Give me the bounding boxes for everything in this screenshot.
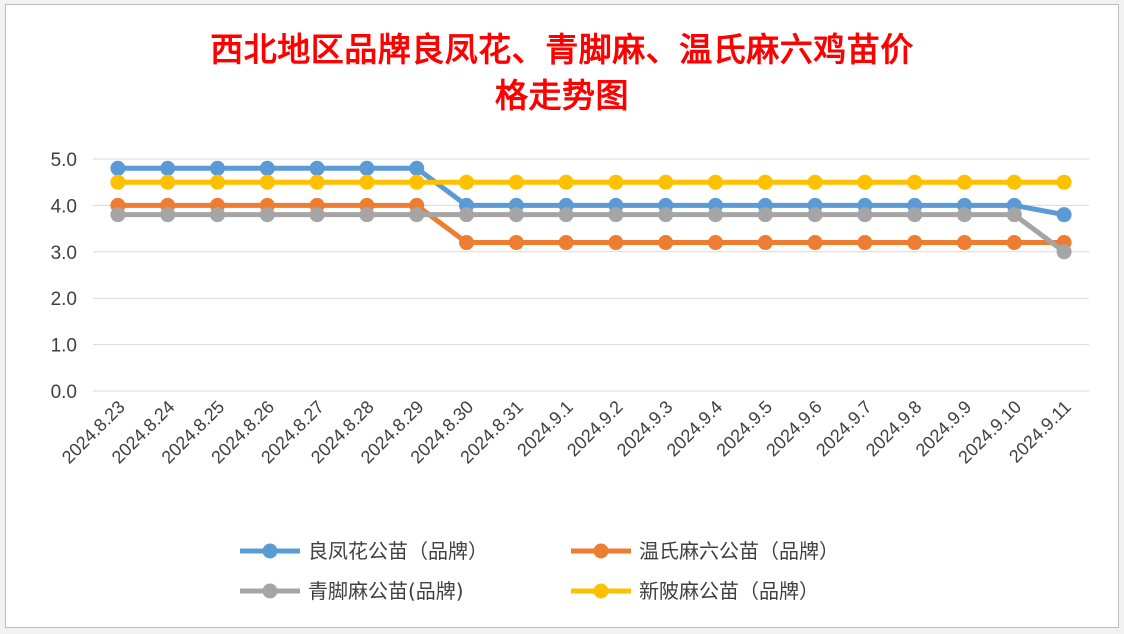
data-point <box>857 174 873 190</box>
data-point <box>409 174 425 190</box>
data-point <box>558 207 574 223</box>
legend-label: 温氏麻六公苗（品牌） <box>639 539 839 563</box>
data-point <box>807 235 823 251</box>
data-point <box>608 174 624 190</box>
y-tick-label: 2.0 <box>51 289 77 310</box>
data-point <box>259 174 275 190</box>
data-point <box>1006 207 1022 223</box>
data-point <box>658 174 674 190</box>
legend-marker-0 <box>262 543 278 559</box>
data-point <box>907 207 923 223</box>
data-point <box>508 235 524 251</box>
data-point <box>807 174 823 190</box>
legend-marker-2 <box>262 583 278 599</box>
chart-title: 西北地区品牌良凤花、青脚麻、温氏麻六鸡苗价 格走势图 <box>6 27 1118 119</box>
y-tick-label: 4.0 <box>51 196 77 217</box>
data-point <box>160 207 176 223</box>
data-point <box>309 160 325 176</box>
data-point <box>957 235 972 251</box>
data-point <box>1056 244 1072 260</box>
data-point <box>110 207 126 223</box>
data-point <box>907 174 923 190</box>
data-point <box>459 174 474 190</box>
legend-label: 新陂麻公苗（品牌） <box>639 579 819 603</box>
y-tick-label: 5.0 <box>51 150 77 171</box>
data-point <box>110 160 126 176</box>
data-point <box>957 174 972 190</box>
data-point <box>210 174 225 190</box>
data-point <box>508 207 524 223</box>
data-point <box>359 174 375 190</box>
data-point <box>409 207 425 223</box>
data-point <box>857 235 873 251</box>
chart-frame: 西北地区品牌良凤花、青脚麻、温氏麻六鸡苗价 格走势图 <box>5 4 1119 628</box>
data-point <box>558 235 574 251</box>
data-point <box>508 174 524 190</box>
data-point <box>757 235 773 251</box>
data-point <box>160 160 176 176</box>
data-point <box>259 160 275 176</box>
data-point <box>210 207 225 223</box>
data-point <box>359 160 375 176</box>
series-line-2 <box>117 212 1066 254</box>
legend-marker-1 <box>593 543 609 559</box>
data-point <box>907 235 923 251</box>
data-point <box>210 160 225 176</box>
data-point <box>608 207 624 223</box>
legend-label: 青脚麻公苗(品牌) <box>308 579 464 603</box>
data-point <box>757 174 773 190</box>
data-point <box>658 207 674 223</box>
data-point <box>409 160 425 176</box>
data-point <box>359 207 375 223</box>
chart-title-line1: 西北地区品牌良凤花、青脚麻、温氏麻六鸡苗价 <box>210 30 914 69</box>
y-tick-label: 1.0 <box>51 336 77 357</box>
chart-title-line2: 格走势图 <box>495 76 629 115</box>
data-point <box>757 207 773 223</box>
data-point <box>1006 235 1022 251</box>
data-point <box>608 235 624 251</box>
data-point <box>957 207 972 223</box>
data-point <box>309 174 325 190</box>
series-line-0 <box>117 165 1065 218</box>
y-tick-label: 0.0 <box>51 382 77 403</box>
data-point <box>110 174 126 190</box>
y-tick-label: 3.0 <box>51 243 77 264</box>
data-point <box>558 174 574 190</box>
data-point <box>1006 174 1022 190</box>
data-point <box>459 207 474 223</box>
data-point <box>807 207 823 223</box>
data-point <box>160 174 176 190</box>
data-point <box>708 235 723 251</box>
data-point <box>459 235 474 251</box>
data-point <box>1056 174 1072 190</box>
legend-label: 良凤花公苗（品牌） <box>308 539 488 563</box>
data-point <box>857 207 873 223</box>
data-point <box>259 207 275 223</box>
series-line-1 <box>117 202 1065 246</box>
data-point <box>708 174 723 190</box>
data-point <box>309 207 325 223</box>
data-point <box>1056 207 1072 223</box>
legend-marker-3 <box>593 583 609 599</box>
data-point <box>708 207 723 223</box>
data-point <box>658 235 674 251</box>
